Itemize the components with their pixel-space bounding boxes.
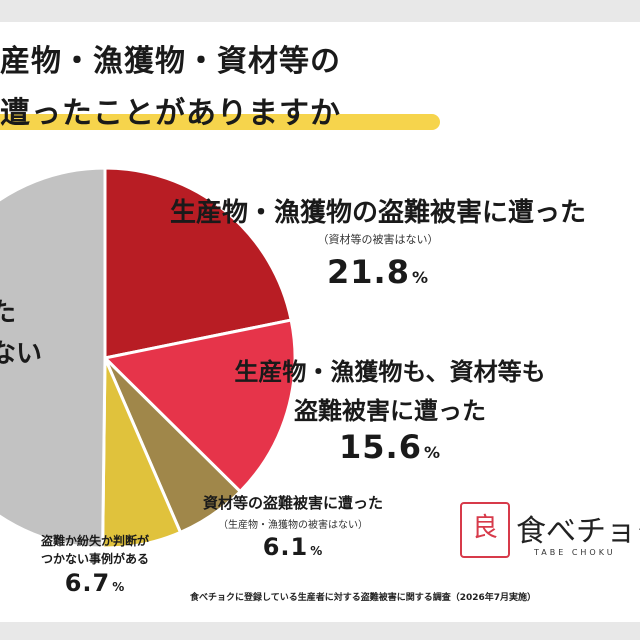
slice-percent: 6.7% [0,569,190,597]
slice-name-line1: た [0,292,70,329]
slice-name: 資材等の盗難被害に遭った [168,492,418,513]
slice-name-line2: つかない事例がある [0,550,190,567]
logo-mark: 良 [460,502,510,558]
logo-roman: TABE CHOKU [534,548,616,557]
slice-label-stolen-produce: 生産物・漁獲物の盗難被害に遭った （資材等の被害はない） 21.8% [118,192,638,291]
slice-name: 生産物・漁獲物の盗難被害に遭った [118,192,638,229]
slice-name-line1: 生産物・漁獲物も、資材等も [190,352,590,387]
slice-name-line1: 盗難か紛失か判断が [0,532,190,549]
slice-note: （生産物・漁獲物の被害はない） [168,516,418,531]
slice-label-stolen-both: 生産物・漁獲物も、資材等も 盗難被害に遭った 15.6% [190,352,590,466]
tabechoku-logo: 良 食べチョク TABE CHOKU [460,502,640,564]
slice-note: （資材等の被害はない） [118,231,638,247]
slice-label-stolen-materials: 資材等の盗難被害に遭った （生産物・漁獲物の被害はない） 6.1% [168,492,418,561]
slice-label-none: た ない [0,292,70,370]
slice-percent: 21.8% [118,253,638,291]
slice-name-line2: 盗難被害に遭った [190,391,590,426]
slice-percent: 15.6% [190,428,590,466]
slice-name-line2: ない [0,333,70,370]
slice-percent: 6.1% [168,533,418,561]
logo-name: 食べチョク [516,506,640,550]
source-footnote: 食べチョクに登録している生産者に対する盗難被害に関する調査（2026年7月実施） [190,590,536,603]
bottom-band [0,622,640,640]
slice-label-undetermined: 盗難か紛失か判断が つかない事例がある 6.7% [0,532,190,597]
